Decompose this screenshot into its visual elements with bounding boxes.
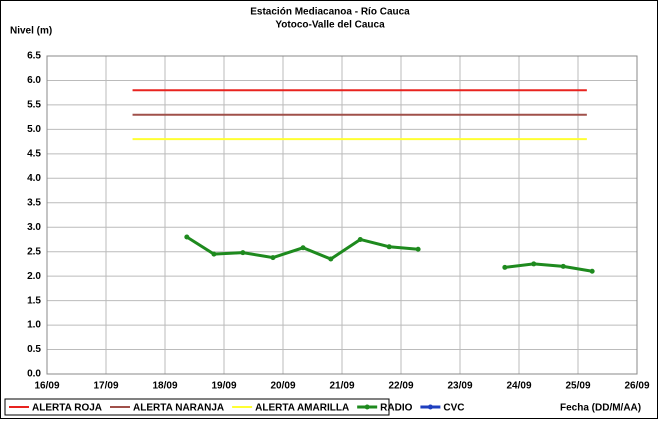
y-tick-label: 1.0 — [27, 320, 41, 331]
point — [270, 255, 276, 261]
point — [415, 246, 421, 252]
x-tick-label: 23/09 — [447, 381, 472, 392]
point — [531, 261, 537, 267]
y-tick-label: 4.0 — [27, 173, 41, 184]
point — [357, 236, 363, 242]
y-axis-label: Nivel (m) — [10, 26, 52, 37]
x-tick-label: 17/09 — [93, 381, 118, 392]
y-tick-label: 1.5 — [27, 295, 41, 306]
point — [589, 268, 595, 274]
y-tick-label: 6.5 — [27, 51, 41, 62]
point — [502, 264, 508, 270]
x-tick-label: 19/09 — [211, 381, 236, 392]
legend-marker — [364, 404, 370, 410]
legend-label: ALERTA AMARILLA — [255, 403, 349, 414]
x-tick-label: 16/09 — [34, 381, 59, 392]
series-line — [504, 262, 593, 273]
y-tick-label: 5.0 — [27, 124, 41, 135]
x-tick-label: 25/09 — [565, 381, 590, 392]
y-tick-label: 4.5 — [27, 148, 41, 159]
legend-label: ALERTA NARANJA — [133, 403, 224, 414]
legend-label: ALERTA ROJA — [32, 403, 102, 414]
chart-subtitle: Yotoco-Valle del Cauca — [275, 20, 385, 31]
legend-label: CVC — [443, 403, 464, 414]
point — [328, 256, 334, 262]
x-tick-label: 22/09 — [388, 381, 413, 392]
point — [240, 250, 246, 256]
legend-label: RADIO — [380, 403, 412, 414]
y-tick-label: 5.5 — [27, 100, 41, 111]
y-tick-label: 3.0 — [27, 222, 41, 233]
x-tick-label: 20/09 — [270, 381, 295, 392]
y-tick-label: 2.0 — [27, 271, 41, 282]
y-tick-label: 2.5 — [27, 246, 41, 257]
plot-area — [46, 55, 638, 375]
point — [386, 244, 392, 250]
point — [211, 251, 217, 257]
chart-title: Estación Mediacanoa - Río Cauca — [250, 7, 410, 18]
point — [184, 234, 190, 240]
point — [300, 245, 306, 251]
x-tick-label: 26/09 — [624, 381, 649, 392]
y-tick-label: 6.0 — [27, 75, 41, 86]
y-tick-label: 0.5 — [27, 344, 41, 355]
x-axis-label: Fecha (DD/M/AA) — [560, 403, 641, 414]
legend-box — [4, 398, 390, 416]
legend-marker — [427, 404, 433, 410]
x-tick-label: 21/09 — [329, 381, 354, 392]
y-tick-label: 3.5 — [27, 197, 41, 208]
y-tick-label: 0.0 — [27, 369, 41, 380]
point — [560, 263, 566, 269]
x-tick-label: 18/09 — [152, 381, 177, 392]
x-tick-label: 24/09 — [506, 381, 531, 392]
